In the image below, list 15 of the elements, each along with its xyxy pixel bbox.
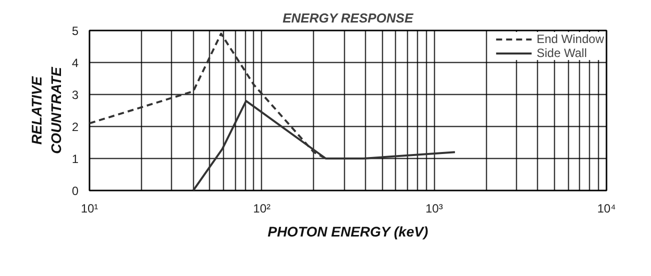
x-tick-label: 10²	[253, 202, 271, 216]
y-tick-label: 3	[72, 88, 79, 102]
y-axis-title: RELATIVE COUNTRATE	[28, 66, 64, 154]
x-tick-label: 10⁴	[597, 202, 616, 216]
y-tick-label: 5	[72, 24, 79, 38]
y-tick-label: 4	[72, 56, 79, 70]
y-tick-label: 1	[72, 152, 79, 166]
legend-label: Side Wall	[536, 46, 587, 60]
y-tick-label: 0	[72, 184, 79, 198]
chart-title: ENERGY RESPONSE	[282, 10, 414, 26]
x-tick-label: 10¹	[80, 202, 98, 216]
y-tick-label: 2	[72, 120, 79, 134]
x-tick-label: 10³	[425, 202, 443, 216]
x-axis-title: PHOTON ENERGY (keV)	[268, 224, 428, 240]
legend-label: End Window	[536, 32, 604, 46]
